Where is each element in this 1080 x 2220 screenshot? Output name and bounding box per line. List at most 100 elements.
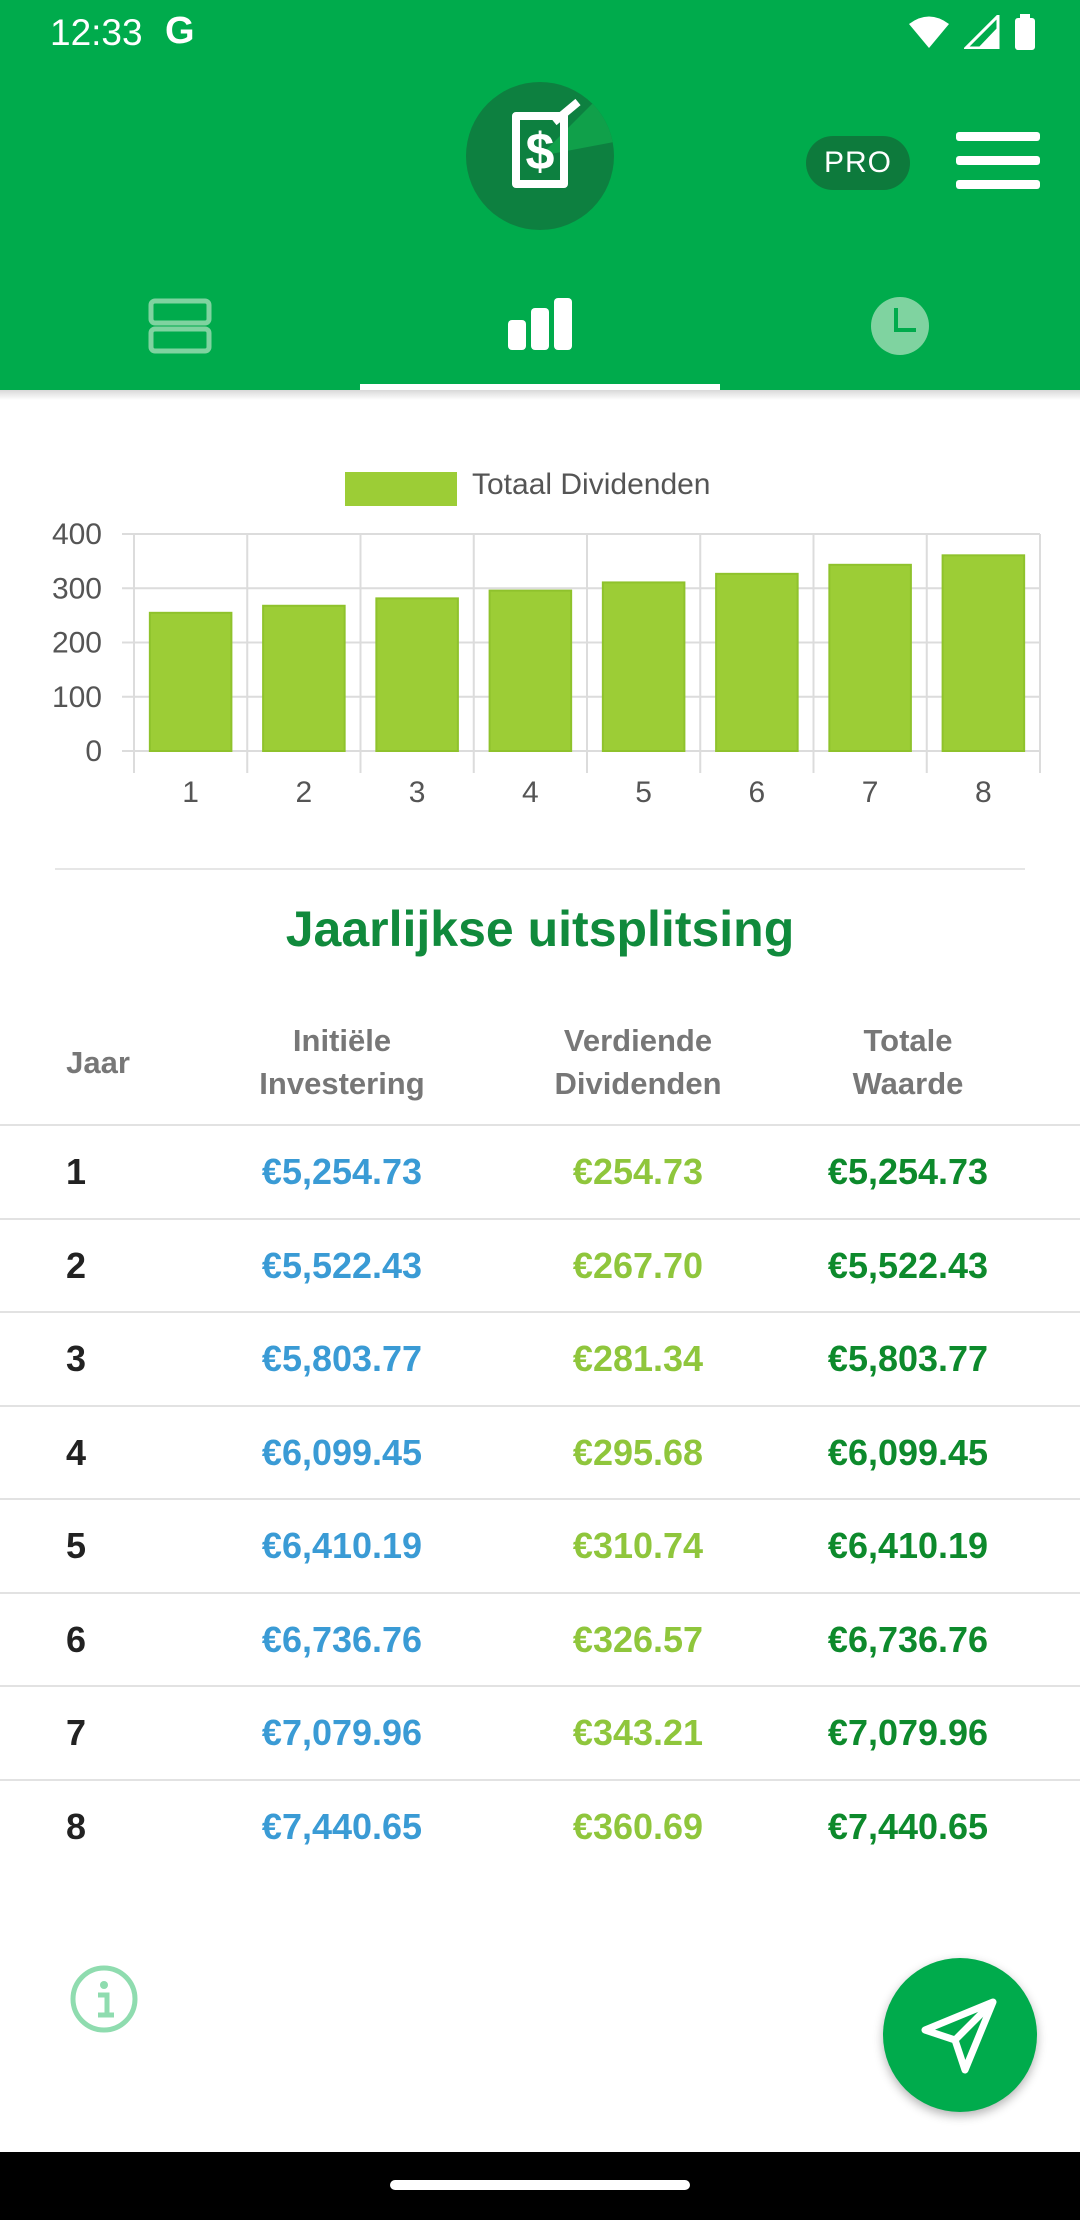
send-icon bbox=[921, 1998, 997, 2074]
cell-initial: €5,803.77 bbox=[261, 1338, 423, 1379]
x-tick-label: 2 bbox=[296, 776, 313, 809]
column-initial: Initiële Investering bbox=[192, 1000, 492, 1124]
x-tick-label: 6 bbox=[749, 776, 766, 809]
column-earned: Verdiende Dividenden bbox=[488, 1000, 788, 1124]
cell-initial: €5,522.43 bbox=[261, 1245, 423, 1286]
cell-year: 6 bbox=[66, 1619, 87, 1660]
bar-4 bbox=[488, 589, 573, 752]
cell-total: €6,410.19 bbox=[827, 1525, 989, 1566]
y-tick-label: 0 bbox=[85, 735, 102, 768]
pro-badge[interactable]: PRO bbox=[806, 136, 910, 190]
cell-initial: €6,099.45 bbox=[261, 1432, 423, 1473]
cell-initial: €5,254.73 bbox=[261, 1151, 423, 1192]
send-button[interactable] bbox=[883, 1958, 1037, 2112]
tab-history[interactable] bbox=[720, 270, 1080, 390]
column-initial-line2: Investering bbox=[259, 1066, 425, 1101]
app-header: 12:33 G $ PRO bbox=[0, 0, 1080, 390]
cell-total: €7,079.96 bbox=[827, 1712, 989, 1753]
bar-8 bbox=[941, 554, 1026, 753]
cell-year: 7 bbox=[66, 1712, 87, 1753]
section-divider bbox=[55, 868, 1025, 870]
table-header: Jaar Initiële Investering Verdiende Divi… bbox=[0, 1000, 1080, 1124]
x-tick-label: 8 bbox=[975, 776, 992, 809]
cell-total: €5,254.73 bbox=[827, 1151, 989, 1192]
column-total: Totale Waarde bbox=[758, 1000, 1058, 1124]
y-tick-label: 300 bbox=[52, 572, 102, 605]
app-logo: $ bbox=[466, 82, 614, 230]
list-rows-icon bbox=[148, 298, 212, 354]
bar-chart: 0 100 200 300 400 1 2 3 4 5 6 7 8 bbox=[52, 518, 1041, 809]
legend-swatch bbox=[345, 472, 457, 506]
column-initial-line1: Initiële bbox=[292, 1023, 392, 1058]
cell-initial: €7,079.96 bbox=[261, 1712, 423, 1753]
info-icon[interactable] bbox=[70, 1965, 138, 2033]
bar-2 bbox=[262, 604, 346, 752]
dollar-document-icon: $ bbox=[512, 82, 614, 188]
table-row: 6 €6,736.76 €326.57 €6,736.76 bbox=[0, 1592, 1080, 1686]
wifi-icon bbox=[909, 16, 949, 48]
cell-initial: €6,736.76 bbox=[261, 1619, 423, 1660]
cell-dividends: €360.69 bbox=[572, 1806, 704, 1847]
cell-total: €5,803.77 bbox=[827, 1338, 989, 1379]
breakdown-title: Jaarlijkse uitsplitsing bbox=[285, 901, 795, 957]
hamburger-menu-icon[interactable] bbox=[956, 132, 1040, 190]
tab-list[interactable] bbox=[0, 270, 360, 390]
x-tick-label: 4 bbox=[522, 776, 539, 809]
table-row: 7 €7,079.96 €343.21 €7,079.96 bbox=[0, 1685, 1080, 1779]
column-year-label: Jaar bbox=[66, 1044, 130, 1080]
x-tick-label: 1 bbox=[182, 776, 199, 809]
table-row: 8 €7,440.65 €360.69 €7,440.65 bbox=[0, 1779, 1080, 1873]
cell-total: €7,440.65 bbox=[827, 1806, 989, 1847]
header-shadow bbox=[0, 390, 1080, 400]
bar-5 bbox=[601, 581, 686, 752]
cell-total: €6,736.76 bbox=[827, 1619, 989, 1660]
bar-3 bbox=[375, 597, 459, 752]
home-gesture-handle[interactable] bbox=[390, 2180, 690, 2190]
table-row: 2 €5,522.43 €267.70 €5,522.43 bbox=[0, 1218, 1080, 1312]
x-tick-label: 5 bbox=[635, 776, 652, 809]
status-bar: 12:33 G bbox=[0, 0, 1080, 70]
cell-year: 4 bbox=[66, 1432, 87, 1473]
table-row: 5 €6,410.19 €310.74 €6,410.19 bbox=[0, 1498, 1080, 1592]
column-earned-line2: Dividenden bbox=[554, 1066, 722, 1101]
google-icon: G bbox=[165, 10, 195, 52]
battery-icon bbox=[1015, 14, 1035, 50]
status-time: 12:33 bbox=[50, 12, 143, 53]
cell-year: 5 bbox=[66, 1525, 87, 1566]
cell-initial: €6,410.19 bbox=[261, 1525, 423, 1566]
cell-year: 2 bbox=[66, 1245, 87, 1286]
column-year: Jaar bbox=[50, 1000, 146, 1124]
x-tick-label: 7 bbox=[862, 776, 879, 809]
svg-text:$: $ bbox=[526, 123, 555, 181]
cell-dividends: €343.21 bbox=[572, 1712, 704, 1753]
cell-dividends: €267.70 bbox=[572, 1245, 704, 1286]
dividend-chart: Totaal Dividenden 0 100 200 300 400 1 2 3 4 5 6 7 8 bbox=[0, 440, 1080, 840]
column-total-line1: Totale bbox=[863, 1023, 953, 1058]
legend-label: Totaal Dividenden bbox=[472, 468, 711, 501]
column-total-line2: Waarde bbox=[852, 1066, 964, 1101]
system-nav-bar bbox=[0, 2152, 1080, 2220]
tab-chart[interactable] bbox=[360, 270, 720, 390]
status-icons bbox=[908, 14, 1036, 50]
selected-tab-indicator bbox=[360, 384, 720, 390]
bar-1 bbox=[148, 611, 233, 752]
cell-dividends: €295.68 bbox=[572, 1432, 704, 1473]
x-tick-label: 3 bbox=[409, 776, 426, 809]
cell-dividends: €281.34 bbox=[572, 1338, 704, 1379]
bar-chart-icon bbox=[508, 298, 572, 350]
cell-year: 3 bbox=[66, 1338, 87, 1379]
table-row: 3 €5,803.77 €281.34 €5,803.77 bbox=[0, 1311, 1080, 1405]
cell-total: €5,522.43 bbox=[827, 1245, 989, 1286]
bar-6 bbox=[715, 572, 799, 752]
column-earned-line1: Verdiende bbox=[563, 1023, 713, 1058]
bar-7 bbox=[828, 563, 912, 752]
cell-dividends: €326.57 bbox=[572, 1619, 704, 1660]
y-tick-label: 200 bbox=[52, 627, 102, 660]
y-tick-label: 400 bbox=[52, 518, 102, 551]
signal-icon bbox=[964, 15, 1000, 49]
cell-initial: €7,440.65 bbox=[261, 1806, 423, 1847]
table-row: 4 €6,099.45 €295.68 €6,099.45 bbox=[0, 1405, 1080, 1499]
table-row: 1 €5,254.73 €254.73 €5,254.73 bbox=[0, 1124, 1080, 1218]
cell-year: 8 bbox=[66, 1806, 87, 1847]
tab-bar bbox=[0, 270, 1080, 390]
